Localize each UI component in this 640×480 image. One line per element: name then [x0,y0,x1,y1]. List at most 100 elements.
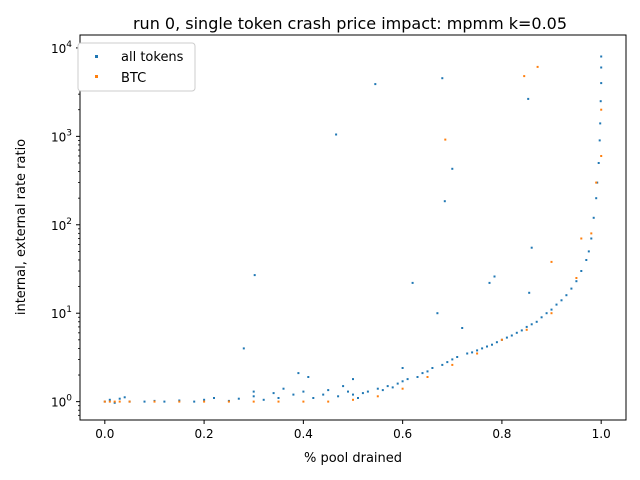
data-point [227,400,230,403]
data-point [441,363,444,366]
data-point [466,352,469,355]
data-point [600,55,603,58]
data-point [550,308,553,311]
data-point [252,400,255,403]
data-point [476,349,479,352]
y-tick-label: 101 [51,305,72,321]
data-point [580,237,583,240]
data-point [550,260,553,263]
data-point [600,155,603,157]
data-point [376,387,379,390]
data-point [352,398,354,401]
data-point [431,367,434,369]
y-axis-label: internal, external rate ratio [14,139,29,315]
data-point [327,389,330,392]
data-point [406,378,409,381]
data-point [426,370,429,373]
data-point [401,380,404,383]
data-point [565,294,568,297]
data-point [337,395,340,398]
data-point [421,372,424,375]
x-tick-label: 0.8 [492,427,511,441]
data-point [163,400,166,403]
data-point [436,312,439,315]
data-point [590,237,593,240]
data-point [597,162,600,164]
data-point [108,398,111,401]
data-point [555,303,558,306]
data-point [535,320,538,323]
chart-title: run 0, single token crash price impact: … [133,14,567,33]
data-point [262,398,265,401]
legend-marker-btc [95,75,98,78]
data-point [118,400,121,403]
data-point [491,343,493,346]
legend-marker-all-tokens [95,55,98,58]
data-point [600,82,603,85]
x-tick-label: 0.6 [393,427,412,441]
data-point [527,97,530,100]
data-point [600,108,603,111]
data-point [272,392,275,395]
data-point [550,312,553,315]
data-point [347,390,349,393]
data-point [396,382,399,385]
data-point [525,328,528,331]
data-point [302,390,305,393]
data-point [203,398,206,401]
data-point [123,396,126,399]
data-point [481,347,484,350]
data-point [153,400,156,403]
data-point [335,133,338,136]
data-point [595,181,598,184]
data-point [600,66,603,69]
data-point [560,299,563,302]
data-point [178,400,181,403]
data-point [515,331,518,334]
data-point [441,77,444,80]
data-point [376,395,379,398]
data-point [352,378,354,381]
data-point [178,399,181,402]
legend-box [77,42,196,92]
data-point [520,329,523,332]
data-point [471,351,474,354]
data-point [252,390,255,393]
data-point [297,372,300,375]
data-point [488,281,491,284]
data-point [242,347,245,350]
data-point [446,361,449,364]
data-point [386,385,389,388]
data-point [590,232,593,235]
data-point [426,376,429,378]
data-point [587,250,590,253]
data-point [530,323,533,326]
data-point [599,100,602,103]
x-tick-label: 0.4 [294,427,313,441]
data-point [253,274,256,277]
data-point [128,400,131,403]
data-point [580,270,583,272]
data-point [486,345,488,348]
data-point [118,397,121,400]
y-tick-label: 103 [51,128,72,144]
data-point [523,75,526,78]
data-point [113,401,116,404]
plot-frame [79,34,627,421]
data-point [443,200,446,203]
data-point [302,400,305,403]
data-point [352,393,354,396]
data-point [451,167,454,170]
data-point [357,397,359,399]
data-point [510,334,513,337]
y-tick-label: 104 [51,40,72,56]
data-point [545,312,548,315]
data-point [416,376,419,378]
data-point [307,376,310,378]
data-point [575,277,578,279]
data-point [540,316,543,319]
y-axis-ticks: 100 101 102 103 104 [51,40,80,416]
data-point [456,356,459,358]
